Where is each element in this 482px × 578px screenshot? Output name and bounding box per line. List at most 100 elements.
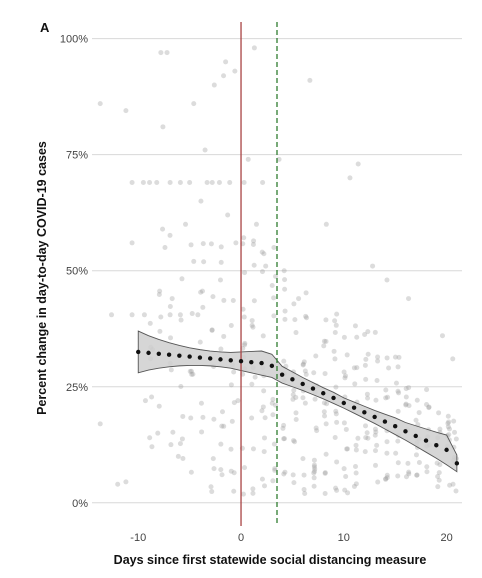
scatter-point (168, 367, 174, 373)
scatter-point (292, 317, 298, 323)
scatter-point (235, 398, 241, 404)
scatter-point (156, 292, 162, 298)
scatter-point (232, 68, 238, 74)
scatter-point (451, 418, 457, 424)
fitted-point (300, 381, 305, 387)
scatter-point (97, 421, 103, 427)
scatter-point (157, 328, 163, 334)
scatter-point (375, 479, 381, 485)
scatter-point (281, 358, 287, 364)
scatter-point (439, 333, 445, 339)
scatter-point (342, 487, 348, 493)
scatter-point (333, 322, 339, 328)
fitted-point (238, 359, 244, 364)
scatter-point (167, 180, 173, 186)
scatter-point (175, 453, 181, 459)
scatter-point (323, 421, 329, 427)
scatter-point (240, 306, 246, 312)
scatter-point (384, 439, 390, 445)
scatter-point (200, 304, 206, 310)
scatter-point (183, 221, 189, 227)
scatter-point (198, 400, 204, 406)
scatter-point (403, 386, 409, 392)
scatter-point (374, 442, 380, 448)
scatter-point (334, 311, 340, 317)
scatter-point (290, 392, 296, 398)
scatter-point (281, 422, 287, 428)
scatter-point (227, 180, 233, 186)
scatter-point (344, 446, 350, 452)
scatter-point (218, 259, 224, 265)
scatter-point (158, 314, 164, 320)
scatter-point (322, 470, 328, 476)
scatter-point (191, 258, 197, 264)
scatter-point (403, 402, 409, 408)
scatter-point (209, 489, 215, 495)
fitted-points (136, 349, 460, 466)
scatter-point (313, 425, 319, 431)
scatter-point (141, 312, 147, 318)
scatter-point (334, 459, 340, 465)
scatter-point (445, 413, 451, 419)
scatter-point (396, 390, 402, 396)
scatter-point (250, 490, 256, 496)
scatter-point (383, 387, 389, 393)
scatter-point (365, 395, 371, 401)
scatter-point (162, 245, 168, 251)
scatter-point (395, 388, 401, 394)
scatter-point (167, 304, 173, 310)
scatter-point (324, 401, 330, 407)
scatter-point (424, 402, 430, 408)
scatter-point (240, 491, 246, 497)
scatter-point (393, 450, 399, 456)
panel-label: A (40, 20, 50, 35)
scatter-point (372, 329, 378, 335)
scatter-point (149, 394, 155, 400)
scatter-point (233, 240, 239, 246)
scatter-point (341, 334, 347, 340)
scatter-point (321, 409, 327, 415)
fitted-point (177, 353, 182, 358)
scatter-point (365, 435, 371, 441)
scatter-point (189, 311, 195, 317)
scatter-point (345, 490, 351, 496)
scatter-point (251, 238, 257, 244)
scatter-point (307, 77, 313, 83)
scatter-point (208, 241, 214, 247)
fitted-point (423, 438, 429, 443)
scatter-point (344, 446, 350, 452)
scatter-point (453, 436, 459, 442)
scatter-point (311, 370, 317, 376)
scatter-point (363, 356, 369, 362)
scatter-point (416, 459, 422, 465)
scatter-point (250, 324, 256, 330)
scatter-point (241, 235, 247, 241)
scatter-point (445, 424, 451, 430)
scatter-point (334, 419, 340, 425)
scatter-point (216, 180, 222, 186)
scatter-point (362, 449, 368, 455)
scatter-point (123, 108, 129, 114)
fitted-point (434, 443, 439, 448)
scatter-point (405, 460, 411, 466)
scatter-point (323, 221, 329, 227)
scatter-point (395, 473, 401, 479)
fitted-point (269, 363, 275, 369)
scatter-point (321, 400, 327, 406)
scatter-point (282, 469, 288, 475)
scatter-point (344, 352, 350, 358)
scatter-point (436, 470, 442, 476)
scatter-point (211, 82, 217, 88)
scatter-point (355, 435, 361, 441)
scatter-point (352, 323, 358, 329)
scatter-point (332, 318, 338, 324)
scatter-point (312, 466, 318, 472)
scatter-point (370, 263, 376, 269)
scatter-point (311, 468, 317, 474)
scatter-point (446, 419, 452, 425)
scatter-point (209, 180, 215, 186)
scatter-point (155, 430, 161, 436)
scatter-point (169, 296, 175, 302)
fitted-point (249, 359, 254, 365)
scatter-point (168, 442, 174, 448)
